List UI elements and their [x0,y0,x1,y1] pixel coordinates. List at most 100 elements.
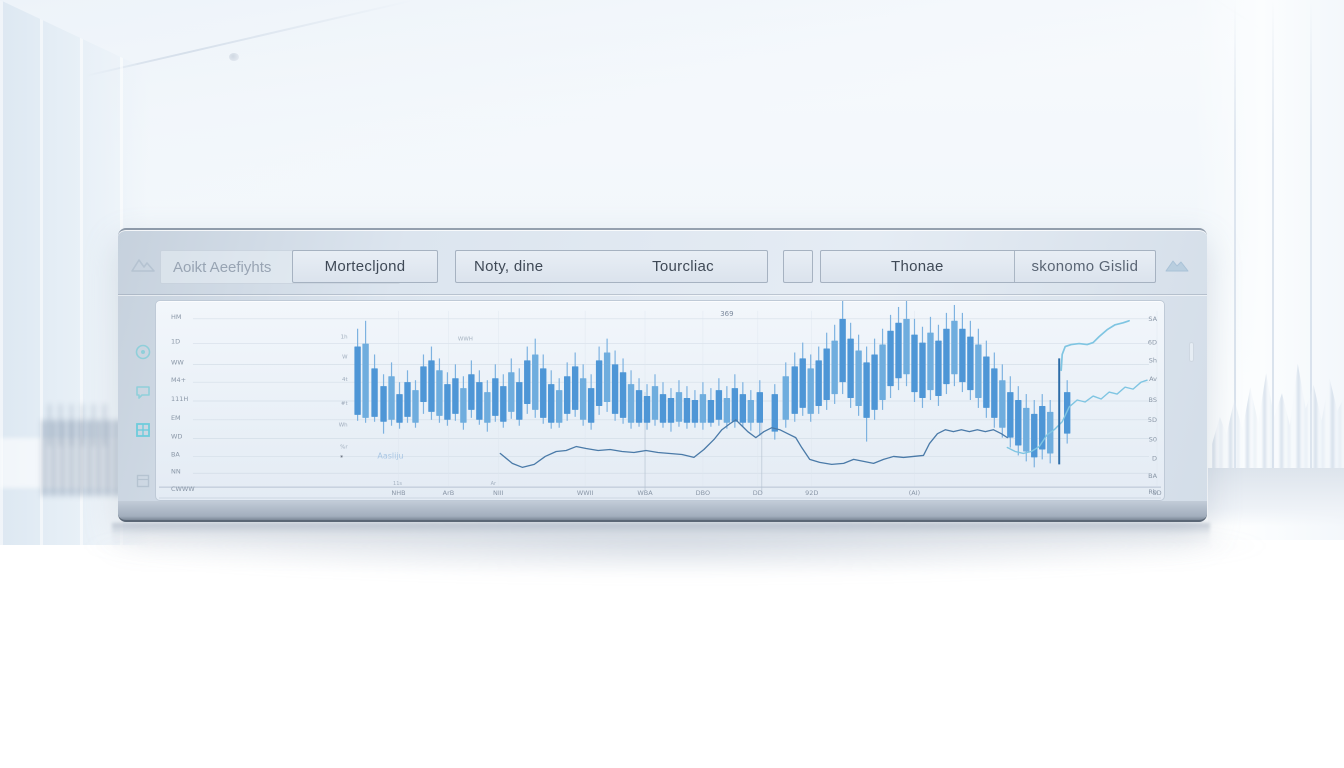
y-axis-label-left: WW [171,358,184,366]
candle-body [436,370,443,416]
mountain-icon[interactable] [1164,254,1190,274]
candle-body [595,360,603,406]
candle-body [492,378,499,416]
small-square-button[interactable] [783,250,813,283]
candle-body [839,318,846,383]
y-axis-label-left: 111H [171,395,188,403]
y-axis-label-left: WD [171,433,182,441]
candle-body [500,386,507,422]
candle-body [404,382,411,417]
candle-body [715,390,723,420]
candle-body [799,358,806,408]
chat-icon[interactable] [134,383,152,401]
y-axis-label-inner: W [342,354,348,360]
candle-body [999,380,1006,428]
x-axis-label: (AI) [909,489,920,497]
x-axis-label: NHB [391,489,405,497]
candle-body [548,384,555,423]
y-axis-label-right: SA [1148,315,1157,323]
y-axis-label-left: M4+ [171,376,186,384]
candle-body [683,398,691,423]
candle-body [782,376,789,420]
floor-shadow [70,514,1280,578]
candle-body [943,328,950,385]
candle-body [871,354,878,410]
y-axis-label-right: 6D [1148,339,1157,347]
candle-body [524,360,531,404]
candle-body [420,366,427,402]
x-axis-label: SD [1152,489,1161,497]
chart-card: HM 1D WW M4+ 111H EM WD BA NN CWWW SA 6D Sh Av BS 5D S0 D… [155,300,1165,501]
dashboard-panel: Aoikt Aeefiyhts Mortecljond Noty, dine T… [118,228,1207,522]
x-axis-label: 92D [805,489,818,497]
y-axis-label-left: NN [171,467,181,475]
window-mullion [1310,0,1312,480]
mode-button-group[interactable]: Noty, dine Tourcliac [455,250,768,283]
candle-body [823,348,830,401]
candle-body [579,378,587,420]
indicator-line [499,419,1008,468]
layout-icon[interactable] [134,472,152,490]
y-axis-label-right: BS [1149,396,1157,404]
x-axis-label: NIII [493,489,504,497]
candle-body [879,344,886,401]
y-axis-label-right: Av [1149,375,1157,383]
y-axis-label-inner: 4t [342,377,348,383]
x-axis-tick-label: 11s [393,481,402,487]
x-axis-label: DBO [696,489,710,497]
chart-scrollbar[interactable] [1189,342,1194,362]
pair-option-grid[interactable]: skonomo Gislid [1031,258,1139,275]
candle-body [807,368,814,414]
candle-body [911,334,918,393]
target-icon[interactable] [134,343,152,361]
left-bar-silhouette [42,420,122,496]
price-chart[interactable]: HM1DWWM4+111HEMWDBANNCWWWSA6DShAvBS5DS0D… [156,301,1164,500]
candle-body [651,386,659,420]
chart-annotation: 369 [720,310,733,318]
candle-body [815,360,822,406]
candle-body [371,368,378,417]
candle-body [540,368,547,418]
grid-icon[interactable] [134,421,152,439]
y-axis-label-left: BA [171,450,180,458]
candle-body [611,364,619,414]
candle-body [484,392,491,423]
mode-option-tour[interactable]: Tourcliac [652,258,714,275]
candle-body [1063,392,1071,434]
y-axis-label-inner: %r [340,445,348,451]
y-axis-label-right: Sh [1149,356,1157,364]
candle-body [935,340,942,397]
ceiling-dot [229,53,239,61]
candle-body [380,386,387,422]
y-axis-label-right: Rb [1148,488,1157,496]
candle-body [919,342,926,399]
y-axis-label-right: 5D [1148,416,1157,424]
candle-body [619,372,627,418]
panel-reflection [112,523,1210,549]
x-axis-label: ArB [443,489,455,497]
window-mullion [1234,0,1236,480]
y-axis-label-left: CWWW [171,485,195,493]
y-axis-label-inner: 1h [341,335,348,341]
candle-body [691,400,699,423]
candle-body [847,338,854,399]
mode-option-notes[interactable]: Noty, dine [474,258,544,275]
chart-annotation: Aasliju [377,451,403,460]
y-axis-label-right: D [1152,454,1157,462]
pair-option-thonae[interactable]: Thonae [821,251,1015,282]
market-button[interactable]: Mortecljond [292,250,438,283]
window-mullion [1272,0,1274,480]
candle-body [959,328,966,383]
candle-body [991,368,998,418]
candle-body [388,376,395,420]
candle-body [887,330,894,387]
candle-body [927,332,934,391]
candle-body [667,398,675,423]
candle-body [444,384,451,420]
candle-body [983,356,990,408]
candle-body [1023,407,1030,452]
candle-body [975,344,982,399]
candle-body [863,362,870,418]
pair-button-group[interactable]: Thonae skonomo Gislid [820,250,1156,283]
